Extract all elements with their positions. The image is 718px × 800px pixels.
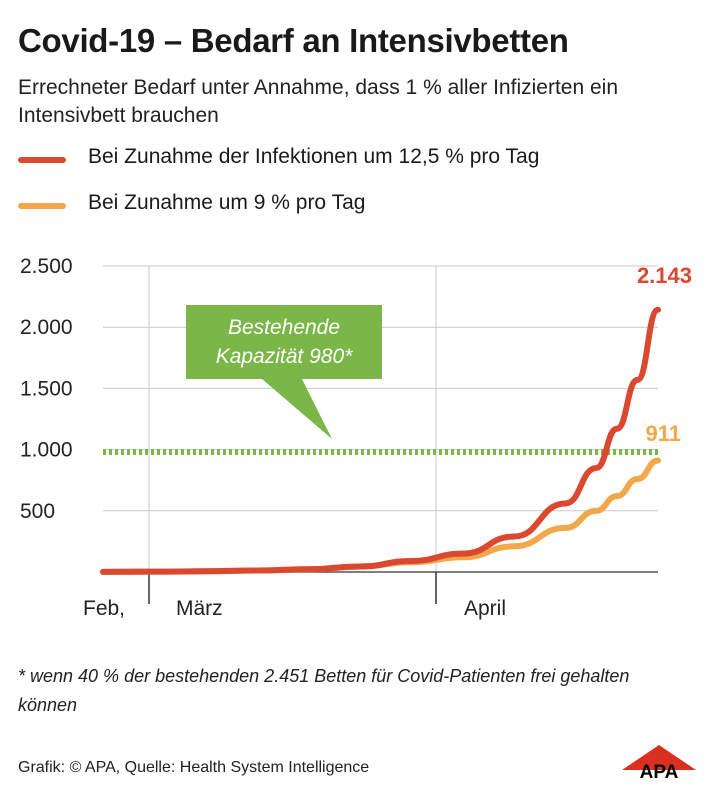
series-line-9 <box>100 457 661 575</box>
y-tick-label: 1.000 <box>20 439 73 462</box>
chart-subtitle: Errechneter Bedarf unter Annahme, dass 1… <box>18 76 618 127</box>
apa-logo: APA <box>622 745 696 782</box>
legend-swatch-orange <box>18 203 66 209</box>
x-tick-label: Feb, <box>83 597 125 620</box>
end-label-12-5: 2.143 <box>637 263 692 288</box>
logo-triangle <box>622 745 696 770</box>
y-axis-ticks: 500 1.000 1.500 2.000 2.500 <box>20 255 73 523</box>
footnote: * wenn 40 % der bestehenden 2.451 Betten… <box>18 666 630 715</box>
y-tick-label: 1.500 <box>20 377 73 400</box>
y-tick-label: 2.500 <box>20 255 73 278</box>
y-tick-label: 2.000 <box>20 316 73 339</box>
x-axis-ticks: Feb, März April <box>83 572 506 620</box>
legend-label-12-5: Bei Zunahme der Infektionen um 12,5 % pr… <box>88 145 540 168</box>
line-chart: 500 1.000 1.500 2.000 2.500 Feb, März April Be… <box>20 255 692 620</box>
callout-text-line2: Kapazität 980* <box>216 345 353 368</box>
callout-box <box>186 305 382 439</box>
logo-text: APA <box>640 762 679 782</box>
source-credit: Grafik: © APA, Quelle: Health System Int… <box>18 759 370 776</box>
capacity-callout: Bestehende Kapazität 980* <box>186 305 382 439</box>
y-tick-label: 500 <box>20 500 55 523</box>
series-line-12-5 <box>100 306 661 575</box>
legend-label-9: Bei Zunahme um 9 % pro Tag <box>88 191 366 214</box>
callout-text-line1: Bestehende <box>228 316 340 339</box>
chart-title: Covid-19 – Bedarf an Intensivbetten <box>18 22 569 59</box>
end-label-9: 911 <box>646 421 682 446</box>
x-tick-label: März <box>176 597 223 620</box>
legend-swatch-red <box>18 157 66 163</box>
series-group <box>100 306 661 575</box>
x-tick-label: April <box>464 597 506 620</box>
